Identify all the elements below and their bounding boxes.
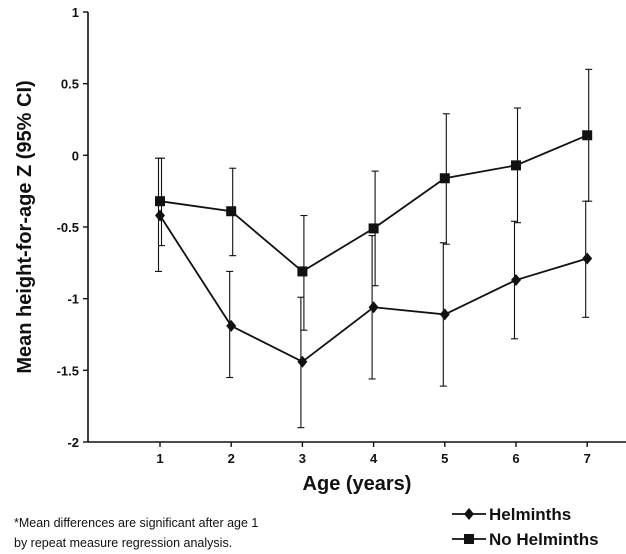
footnote-line-1: *Mean differences are significant after … xyxy=(14,516,259,530)
series-no-helminths xyxy=(155,68,593,331)
data-point-square xyxy=(297,266,308,277)
data-point-diamond xyxy=(226,319,237,332)
data-point-square xyxy=(368,223,379,234)
data-point-diamond xyxy=(297,355,308,368)
x-tick-label: 4 xyxy=(370,451,378,466)
series-line xyxy=(159,134,588,273)
legend-label: Helminths xyxy=(489,505,571,524)
x-tick-label: 2 xyxy=(228,451,235,466)
data-point-square xyxy=(226,206,237,217)
series-line xyxy=(159,215,588,363)
axes xyxy=(87,12,626,443)
data-point-diamond xyxy=(155,209,165,222)
series-helminths xyxy=(155,157,593,429)
legend: Helminths No Helminths xyxy=(452,505,599,549)
series-layer xyxy=(155,68,593,429)
data-point-square xyxy=(155,196,165,207)
x-ticks: 1 2 3 4 5 6 7 xyxy=(156,442,591,466)
data-point-square xyxy=(511,160,521,171)
y-axis-title: Mean height-for-age Z (95% CI) xyxy=(14,80,36,373)
y-tick-label: -1 xyxy=(67,292,79,307)
x-tick-label: 5 xyxy=(441,451,448,466)
y-tick-label: -2 xyxy=(67,435,79,450)
data-point-diamond xyxy=(511,274,521,287)
y-tick-label: 1 xyxy=(72,5,79,20)
data-point-square xyxy=(439,173,450,184)
x-axis-title: Age (years) xyxy=(303,473,412,495)
footnote: *Mean differences are significant after … xyxy=(14,513,374,553)
x-tick-label: 6 xyxy=(512,451,519,466)
y-ticks: 1 0.5 0 -0.5 -1 -1.5 -2 xyxy=(57,5,88,450)
data-point-diamond xyxy=(582,252,593,265)
data-point-diamond xyxy=(368,301,379,314)
legend-label: No Helminths xyxy=(489,530,599,549)
plot-area xyxy=(88,12,626,442)
legend-marker-square xyxy=(464,534,474,544)
y-tick-label: 0 xyxy=(72,148,79,163)
x-tick-label: 1 xyxy=(156,451,163,466)
x-tick-label: 7 xyxy=(584,451,591,466)
footnote-line-2: by repeat measure regression analysis. xyxy=(14,536,233,550)
y-tick-label: -1.5 xyxy=(57,363,79,378)
data-point-diamond xyxy=(439,308,450,321)
y-tick-label: -0.5 xyxy=(57,220,79,235)
x-tick-label: 3 xyxy=(299,451,306,466)
data-point-square xyxy=(582,130,593,141)
y-tick-label: 0.5 xyxy=(61,77,79,92)
legend-marker-diamond xyxy=(464,508,474,520)
